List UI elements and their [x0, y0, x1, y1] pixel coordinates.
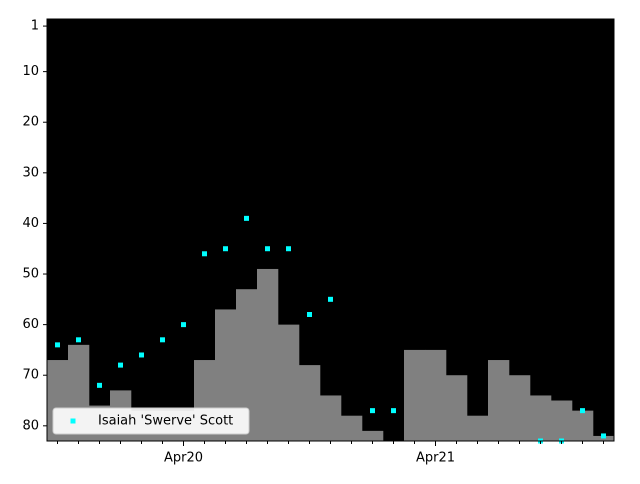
bar	[278, 324, 300, 441]
marker	[328, 296, 333, 302]
bar	[446, 375, 468, 441]
bar	[467, 415, 489, 441]
bar	[257, 268, 279, 441]
marker	[97, 382, 102, 388]
marker	[181, 322, 186, 328]
marker	[202, 251, 207, 257]
bar	[530, 395, 552, 441]
y-tick-label: 30	[22, 165, 39, 180]
bar	[341, 415, 363, 441]
legend-marker	[70, 418, 76, 424]
y-tick-label: 60	[22, 317, 39, 332]
marker	[370, 408, 375, 414]
y-tick-label: 40	[22, 216, 39, 231]
marker	[286, 246, 291, 252]
marker	[55, 342, 60, 348]
bar	[551, 400, 573, 441]
marker	[118, 362, 123, 368]
bar	[593, 435, 615, 441]
marker	[139, 352, 144, 358]
marker	[580, 408, 585, 414]
marker	[160, 337, 165, 343]
y-tick-label: 1	[31, 19, 39, 34]
marker	[244, 215, 249, 221]
marker	[391, 408, 396, 414]
marker	[265, 246, 270, 252]
bar	[572, 410, 594, 441]
bar	[404, 349, 426, 441]
x-tick-label: Apr21	[416, 451, 455, 466]
bar	[425, 349, 447, 441]
y-tick-label: 80	[22, 418, 39, 433]
bar	[488, 360, 510, 441]
bar	[362, 430, 384, 441]
bar	[236, 289, 258, 441]
y-tick-label: 50	[22, 267, 39, 282]
marker	[307, 312, 312, 318]
plot-area	[47, 19, 614, 441]
bar	[299, 365, 321, 441]
y-tick-label: 20	[22, 115, 39, 130]
y-tick-label: 10	[22, 64, 39, 79]
marker	[223, 246, 228, 252]
legend-label: Isaiah 'Swerve' Scott	[98, 414, 233, 429]
y-tick-label: 70	[22, 368, 39, 383]
bar	[509, 375, 531, 441]
bar	[320, 395, 342, 441]
legend	[52, 407, 250, 435]
x-tick-label: Apr20	[164, 451, 203, 466]
marker	[76, 337, 81, 343]
marker	[601, 433, 606, 439]
